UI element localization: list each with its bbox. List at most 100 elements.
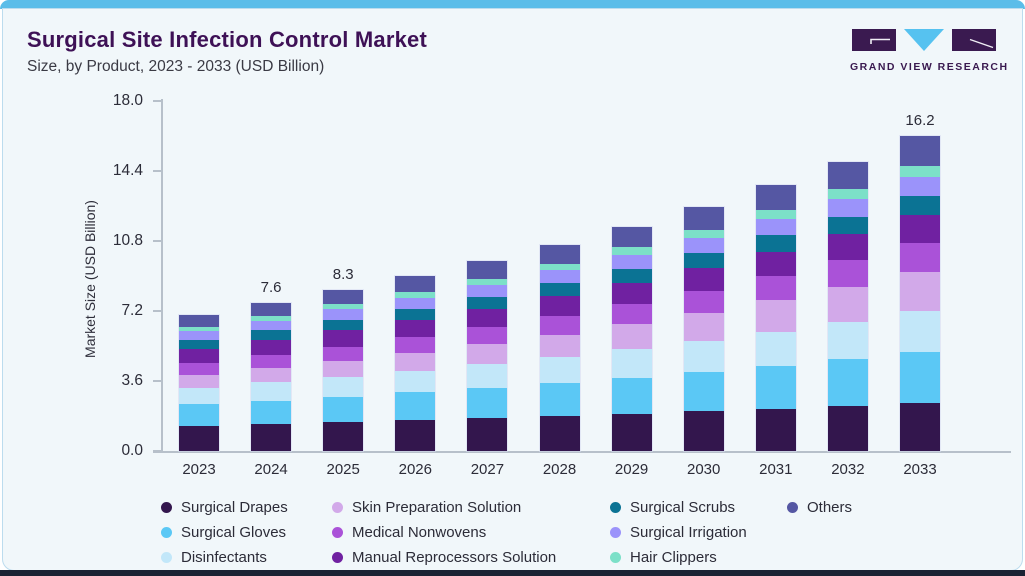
segment-surgical-drapes-2026 xyxy=(395,420,436,451)
bar-value-label-2033: 16.2 xyxy=(905,112,935,130)
plot-area: 7.6 8.3 16.2 xyxy=(153,99,1011,453)
bar-2027 xyxy=(467,261,508,451)
y-axis-line xyxy=(161,99,163,451)
segment-disinfectants-2029 xyxy=(611,349,652,378)
segment-disinfectants-2030 xyxy=(683,340,724,372)
segment-surgical-irrigation-2031 xyxy=(755,219,796,236)
segment-surgical-gloves-2031 xyxy=(755,365,796,409)
segment-others-2033 xyxy=(900,136,940,167)
segment-others-2025 xyxy=(323,289,364,305)
segment-surgical-gloves-2023 xyxy=(179,404,219,426)
segment-surgical-irrigation-2030 xyxy=(683,237,724,253)
legend-dot-surgical-drapes xyxy=(161,501,172,513)
legend-label-manual-reprocessors-solution: Manual Reprocessors Solution xyxy=(352,548,557,566)
segment-disinfectants-2026 xyxy=(395,370,436,393)
segment-surgical-scrubs-2029 xyxy=(611,268,652,283)
segment-surgical-gloves-2032 xyxy=(827,358,868,406)
segment-surgical-scrubs-2024 xyxy=(251,330,292,341)
segment-surgical-scrubs-2032 xyxy=(827,216,868,235)
legend-dot-surgical-irrigation xyxy=(610,526,621,538)
segment-surgical-irrigation-2026 xyxy=(395,297,436,309)
segment-hair-clippers-2025 xyxy=(323,304,364,310)
legend-dot-others xyxy=(787,501,798,513)
legend-spacer xyxy=(787,546,996,568)
bar-value-label-2024: 7.6 xyxy=(260,278,282,296)
segment-manual-reprocessors-solution-2033 xyxy=(900,215,940,243)
segment-surgical-scrubs-2030 xyxy=(683,252,724,268)
segment-surgical-irrigation-2023 xyxy=(179,330,219,341)
segment-manual-reprocessors-solution-2031 xyxy=(755,251,796,277)
gvr-logo-mark xyxy=(852,29,996,51)
x-axis-line xyxy=(153,451,1011,453)
y-tick-mark-10.8 xyxy=(153,240,161,242)
segment-hair-clippers-2026 xyxy=(395,292,436,298)
segment-hair-clippers-2030 xyxy=(683,229,724,238)
y-tick-0.0: 0.0 xyxy=(121,442,143,459)
segment-disinfectants-2028 xyxy=(539,357,580,384)
segment-disinfectants-2031 xyxy=(755,331,796,366)
segment-disinfectants-2027 xyxy=(467,364,508,389)
x-tick-2031: 2031 xyxy=(759,461,793,478)
y-tick-mark-3.6 xyxy=(153,380,161,382)
segment-hair-clippers-2033 xyxy=(900,166,940,178)
legend-dot-hair-clippers xyxy=(610,551,621,563)
segment-skin-preparation-solution-2027 xyxy=(467,344,508,365)
top-accent-bar xyxy=(0,0,1025,9)
legend-item-hair-clippers: Hair Clippers xyxy=(610,546,787,568)
legend-label-surgical-scrubs: Surgical Scrubs xyxy=(630,498,736,516)
gvr-logo-text: GRAND VIEW RESEARCH xyxy=(850,61,1009,73)
segment-others-2029 xyxy=(611,226,652,248)
x-axis-labels: 2023 2024 2025 2026 2027 2028 2029 2030 2031 2032… xyxy=(161,461,1009,483)
segment-skin-preparation-solution-2028 xyxy=(539,334,580,358)
bar-2029 xyxy=(611,226,652,451)
segment-manual-reprocessors-solution-2030 xyxy=(683,267,724,291)
segment-skin-preparation-solution-2026 xyxy=(395,352,436,371)
legend-label-surgical-irrigation: Surgical Irrigation xyxy=(630,523,747,541)
y-tick-mark-14.4 xyxy=(153,170,161,172)
bar-2033 xyxy=(900,136,940,451)
x-tick-2030: 2030 xyxy=(687,461,721,478)
legend-dot-disinfectants xyxy=(161,551,172,563)
segment-surgical-irrigation-2024 xyxy=(251,320,292,331)
segment-skin-preparation-solution-2032 xyxy=(827,286,868,322)
segment-surgical-gloves-2025 xyxy=(323,396,364,423)
segment-hair-clippers-2028 xyxy=(539,263,580,271)
y-tick-14.4: 14.4 xyxy=(112,162,143,179)
segment-skin-preparation-solution-2025 xyxy=(323,360,364,377)
gvr-logo: GRAND VIEW RESEARCH xyxy=(850,29,1009,73)
segment-medical-nonwovens-2029 xyxy=(611,304,652,325)
x-tick-2028: 2028 xyxy=(542,461,577,478)
segment-medical-nonwovens-2023 xyxy=(179,363,219,375)
segment-surgical-drapes-2025 xyxy=(323,422,364,451)
segment-hair-clippers-2032 xyxy=(827,189,868,200)
segment-surgical-irrigation-2028 xyxy=(539,270,580,284)
segment-surgical-scrubs-2023 xyxy=(179,340,219,349)
legend-label-skin-preparation-solution: Skin Preparation Solution xyxy=(352,498,522,516)
segment-surgical-drapes-2023 xyxy=(179,425,219,451)
segment-manual-reprocessors-solution-2032 xyxy=(827,234,868,261)
bar-2023 xyxy=(179,314,219,451)
legend-item-surgical-drapes: Surgical Drapes xyxy=(161,496,332,518)
legend-label-disinfectants: Disinfectants xyxy=(181,548,267,566)
segment-surgical-gloves-2027 xyxy=(467,388,508,419)
x-tick-2032: 2032 xyxy=(831,461,865,478)
segment-surgical-scrubs-2028 xyxy=(539,283,580,297)
segment-skin-preparation-solution-2023 xyxy=(179,374,219,388)
legend-label-hair-clippers: Hair Clippers xyxy=(630,548,717,566)
segment-skin-preparation-solution-2030 xyxy=(683,312,724,341)
segment-hair-clippers-2023 xyxy=(179,327,219,331)
chart-header: Surgical Site Infection Control Market S… xyxy=(27,27,427,76)
bar-2032 xyxy=(827,162,868,451)
page-subtitle: Size, by Product, 2023 - 2033 (USD Billi… xyxy=(27,58,325,75)
segment-medical-nonwovens-2032 xyxy=(827,260,868,287)
legend-dot-surgical-scrubs xyxy=(610,501,621,513)
segment-surgical-drapes-2031 xyxy=(755,408,796,451)
bar-2025 xyxy=(323,289,364,451)
segment-medical-nonwovens-2025 xyxy=(323,346,364,361)
segment-surgical-gloves-2033 xyxy=(900,351,940,403)
legend-item-disinfectants: Disinfectants xyxy=(161,546,332,568)
y-tick-mark-7.2 xyxy=(153,310,161,312)
legend-dot-skin-preparation-solution xyxy=(332,501,343,513)
legend-spacer xyxy=(787,521,996,543)
segment-surgical-irrigation-2027 xyxy=(467,284,508,297)
